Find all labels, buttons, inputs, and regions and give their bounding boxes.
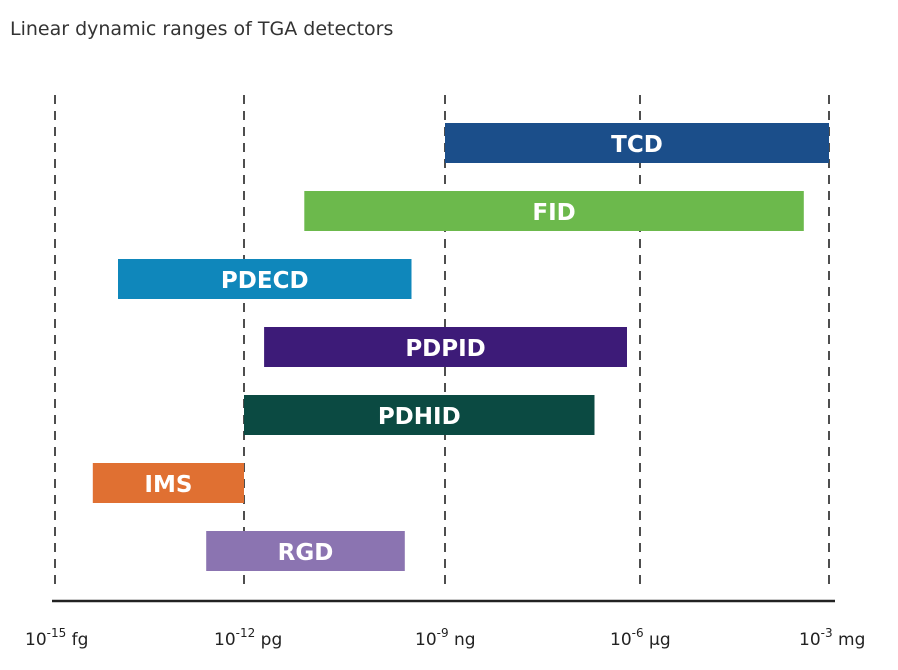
chart-title: Linear dynamic ranges of TGA detectors xyxy=(10,18,394,40)
bar-label-pdecd: PDECD xyxy=(221,268,309,294)
bar-fid xyxy=(304,191,804,231)
tick-label: 10-6 µg xyxy=(610,626,671,650)
tick-label: 10-3 mg xyxy=(799,626,865,650)
bar-label-pdhid: PDHID xyxy=(378,404,461,430)
bar-label-fid: FID xyxy=(532,200,575,226)
bar-label-rgd: RGD xyxy=(278,540,334,566)
bar-pdhid xyxy=(244,395,595,435)
tick-label: 10-15 fg xyxy=(25,626,88,650)
bar-label-ims: IMS xyxy=(144,472,192,498)
bar-pdecd xyxy=(118,259,412,299)
tick-label: 10-12 pg xyxy=(214,626,282,650)
bar-tcd xyxy=(445,123,829,163)
tick-label: 10-9 ng xyxy=(415,626,476,650)
bar-ims xyxy=(92,463,244,503)
bar-rgd xyxy=(206,531,405,571)
bar-label-pdpid: PDPID xyxy=(405,336,485,362)
bar-pdpid xyxy=(264,327,627,367)
bar-label-tcd: TCD xyxy=(611,132,663,158)
